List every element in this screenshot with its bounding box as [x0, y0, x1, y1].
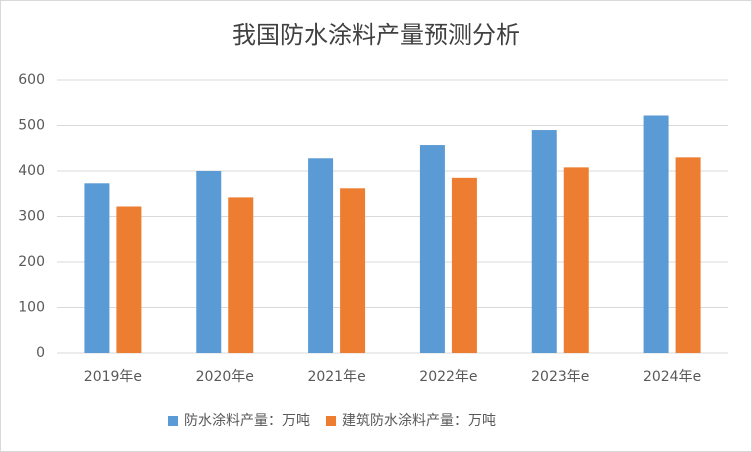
- y-tick-label: 200: [18, 254, 45, 270]
- x-tick-label: 2024年e: [643, 369, 701, 385]
- bar: [643, 115, 669, 354]
- x-tick-label: 2019年e: [84, 369, 142, 385]
- chart-title: 我国防水涂料产量预测分析: [232, 21, 520, 49]
- bar: [451, 177, 477, 353]
- x-tick-label: 2020年e: [196, 369, 254, 385]
- legend-label: 防水涂料产量：万吨: [184, 413, 310, 429]
- x-tick-label: 2022年e: [419, 369, 477, 385]
- bar: [563, 167, 589, 353]
- legend-swatch: [326, 416, 336, 426]
- bar: [116, 206, 142, 353]
- y-tick-label: 100: [18, 300, 45, 316]
- bar: [340, 188, 366, 353]
- y-tick-label: 0: [36, 345, 45, 361]
- y-tick-label: 500: [18, 118, 45, 134]
- x-tick-label: 2023年e: [531, 369, 589, 385]
- bar: [531, 130, 557, 353]
- bar: [228, 197, 254, 353]
- bar: [84, 183, 110, 353]
- legend-label: 建筑防水涂料产量：万吨: [342, 413, 496, 429]
- bar: [308, 158, 334, 353]
- y-tick-label: 600: [18, 72, 45, 88]
- y-tick-label: 400: [18, 163, 45, 179]
- bar: [196, 171, 222, 353]
- bar: [419, 145, 445, 353]
- x-tick-label: 2021年e: [307, 369, 365, 385]
- legend-swatch: [168, 416, 178, 426]
- bar: [675, 157, 701, 353]
- y-tick-label: 300: [18, 209, 45, 225]
